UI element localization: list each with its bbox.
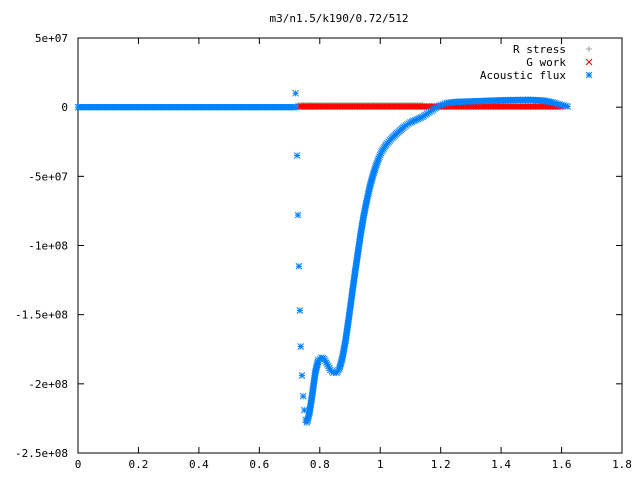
legend-marker	[585, 71, 593, 79]
acoustic-flux-point	[330, 369, 337, 377]
legend-marker	[586, 46, 592, 52]
acoustic-flux-point	[294, 211, 302, 219]
acoustic-flux-point	[299, 392, 307, 400]
x-tick-label: 1	[377, 458, 384, 471]
g-work-point	[311, 103, 319, 110]
y-tick-label: -5e+07	[28, 170, 68, 183]
y-tick-label: 5e+07	[35, 32, 68, 45]
g-work-point	[308, 103, 315, 110]
y-tick-label: -1.5e+08	[15, 309, 68, 322]
x-tick-label: 0.2	[129, 458, 149, 471]
acoustic-flux-point	[295, 262, 303, 270]
acoustic-flux-point	[298, 372, 306, 379]
acoustic-flux-point	[564, 103, 571, 110]
chart-title: m3/n1.5/k190/0.72/512	[269, 12, 408, 25]
x-tick-label: 0	[75, 458, 82, 471]
legend-marker	[585, 58, 593, 66]
x-tick-label: 1.6	[552, 458, 572, 471]
acoustic-flux-point	[292, 103, 299, 111]
x-tick-label: 1.2	[431, 458, 451, 471]
legend-label: G work	[526, 56, 566, 69]
g-work-point	[301, 103, 309, 110]
g-work-point	[309, 103, 317, 110]
y-tick-label: 0	[61, 101, 68, 114]
plot-marks	[74, 89, 571, 426]
g-work-point	[303, 103, 311, 110]
x-tick-label: 1.4	[491, 458, 511, 471]
x-tick-label: 1.8	[612, 458, 632, 471]
y-tick-label: -2e+08	[28, 378, 68, 391]
y-tick-label: -2.5e+08	[15, 447, 68, 460]
legend-label: R stress	[513, 43, 566, 56]
acoustic-flux-point	[297, 343, 305, 350]
acoustic-flux-point	[293, 152, 301, 159]
g-work-point	[313, 103, 320, 110]
g-work-point	[298, 103, 306, 110]
acoustic-flux-point	[296, 307, 304, 314]
g-work-point	[306, 103, 314, 110]
y-tick-label: -1e+08	[28, 240, 68, 253]
legend-label: Acoustic flux	[480, 69, 566, 82]
acoustic-flux-point	[292, 89, 299, 97]
g-work-point	[300, 103, 307, 110]
x-tick-label: 0.4	[189, 458, 209, 471]
x-tick-label: 0.8	[310, 458, 330, 471]
x-tick-label: 0.6	[249, 458, 269, 471]
g-work-point	[305, 103, 312, 110]
axis-ticks: 0 0.2 0.4 0.6 0.8 1 1.2 1.4 1.6 1.8 5e+07 0 -5e+07 -1…	[15, 32, 632, 471]
